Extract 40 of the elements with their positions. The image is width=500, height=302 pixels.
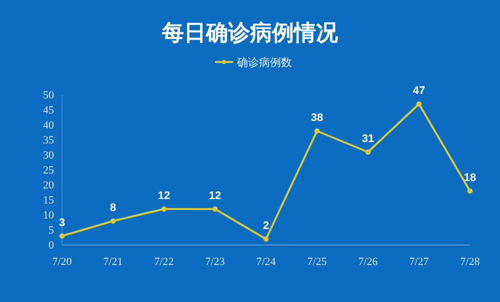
- y-tick-label: 15: [43, 194, 54, 207]
- point: [59, 233, 65, 239]
- y-tick-label: 5: [48, 224, 54, 237]
- point: [314, 128, 320, 134]
- x-tick-label: 7/21: [103, 256, 123, 268]
- x-tick-label: 7/25: [307, 256, 328, 268]
- y-tick-label: 40: [43, 120, 54, 132]
- data-label: 12: [158, 190, 170, 202]
- point: [110, 218, 116, 224]
- data-label: 38: [310, 112, 324, 124]
- chart-title: 每日确诊病例情况: [161, 21, 339, 46]
- y-tick-label: 50: [43, 90, 54, 102]
- point: [467, 188, 473, 194]
- point: [212, 206, 218, 212]
- data-label: 8: [110, 202, 116, 214]
- y-tick-label: 45: [43, 104, 54, 117]
- x-tick-label: 7/28: [460, 256, 480, 268]
- y-tick-label: 20: [43, 180, 54, 192]
- data-label: 18: [464, 172, 476, 184]
- x-tick-label: 7/22: [154, 256, 174, 268]
- point: [365, 149, 371, 155]
- data-label: 12: [208, 190, 222, 202]
- data-label: 2: [262, 220, 270, 232]
- point: [263, 236, 269, 242]
- y-tick-label: 10: [43, 210, 54, 222]
- y-tick-label: 35: [43, 134, 54, 147]
- y-tick-label: 25: [43, 164, 54, 177]
- point: [416, 101, 422, 107]
- x-tick-label: 7/23: [205, 256, 226, 268]
- x-tick-label: 7/24: [256, 256, 276, 268]
- legend-label: 确诊病例数: [236, 56, 292, 69]
- point: [161, 206, 167, 212]
- data-label: 31: [362, 133, 374, 145]
- x-tick-label: 7/26: [358, 256, 378, 268]
- y-tick-label: 0: [48, 240, 54, 252]
- x-tick-label: 7/27: [409, 256, 430, 268]
- data-label: 47: [412, 85, 426, 97]
- y-tick-label: 30: [43, 150, 54, 162]
- x-tick-label: 7/20: [52, 256, 72, 268]
- data-label: 3: [58, 217, 66, 229]
